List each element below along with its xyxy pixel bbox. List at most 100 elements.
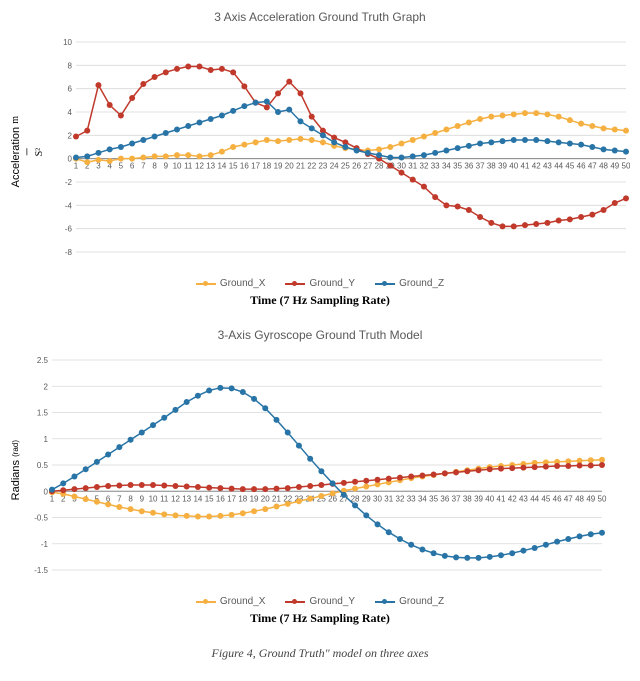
legend2-label-y: Ground_Y xyxy=(309,596,355,607)
svg-text:2.5: 2.5 xyxy=(37,356,49,365)
svg-text:-6: -6 xyxy=(65,225,73,234)
svg-text:17: 17 xyxy=(251,162,260,171)
svg-text:0.5: 0.5 xyxy=(37,461,49,470)
svg-text:45: 45 xyxy=(541,494,550,503)
svg-text:21: 21 xyxy=(296,162,305,171)
svg-text:20: 20 xyxy=(285,162,294,171)
svg-text:1: 1 xyxy=(44,435,49,444)
svg-text:34: 34 xyxy=(418,494,427,503)
svg-text:30: 30 xyxy=(373,494,382,503)
svg-text:49: 49 xyxy=(610,162,619,171)
legend-item-ground-y: Ground_Y xyxy=(285,278,355,289)
chart2-ylabel: Radians (rad) xyxy=(10,440,22,500)
chart1-title: 3 Axis Acceleration Ground Truth Graph xyxy=(10,10,630,24)
svg-text:46: 46 xyxy=(577,162,586,171)
svg-text:14: 14 xyxy=(193,494,202,503)
svg-text:29: 29 xyxy=(362,494,371,503)
svg-text:49: 49 xyxy=(586,494,595,503)
svg-text:-1: -1 xyxy=(41,540,49,549)
chart1-wrapper: Acceleration m─S² -8-6-4-202468101234567… xyxy=(10,32,630,272)
chart1-legend: Ground_X Ground_Y Ground_Z xyxy=(10,278,630,289)
svg-text:41: 41 xyxy=(497,494,506,503)
legend-label-x: Ground_X xyxy=(220,278,266,289)
svg-text:7: 7 xyxy=(141,162,146,171)
svg-text:39: 39 xyxy=(474,494,483,503)
svg-text:10: 10 xyxy=(173,162,182,171)
svg-text:9: 9 xyxy=(164,162,169,171)
svg-text:39: 39 xyxy=(498,162,507,171)
svg-text:50: 50 xyxy=(622,162,630,171)
svg-text:45: 45 xyxy=(565,162,574,171)
svg-text:19: 19 xyxy=(274,162,283,171)
svg-text:42: 42 xyxy=(532,162,541,171)
svg-text:48: 48 xyxy=(575,494,584,503)
svg-text:0: 0 xyxy=(68,155,73,164)
svg-text:6: 6 xyxy=(68,85,73,94)
svg-text:-1.5: -1.5 xyxy=(34,566,48,575)
svg-text:-2: -2 xyxy=(65,178,73,187)
svg-text:18: 18 xyxy=(262,162,271,171)
svg-text:12: 12 xyxy=(195,162,204,171)
svg-text:34: 34 xyxy=(442,162,451,171)
svg-text:19: 19 xyxy=(250,494,259,503)
svg-text:36: 36 xyxy=(440,494,449,503)
svg-text:17: 17 xyxy=(227,494,236,503)
svg-text:23: 23 xyxy=(318,162,327,171)
svg-text:11: 11 xyxy=(160,494,169,503)
svg-text:21: 21 xyxy=(272,494,281,503)
svg-text:40: 40 xyxy=(485,494,494,503)
legend2-item-ground-y: Ground_Y xyxy=(285,596,355,607)
svg-text:-8: -8 xyxy=(65,248,73,257)
svg-text:43: 43 xyxy=(519,494,528,503)
svg-text:32: 32 xyxy=(396,494,405,503)
svg-text:18: 18 xyxy=(238,494,247,503)
svg-text:2: 2 xyxy=(68,131,73,140)
svg-text:15: 15 xyxy=(229,162,238,171)
svg-text:27: 27 xyxy=(363,162,372,171)
svg-text:24: 24 xyxy=(330,162,339,171)
chart1-svg: -8-6-4-202468101234567891011121314151617… xyxy=(46,32,630,272)
svg-text:42: 42 xyxy=(508,494,517,503)
svg-text:15: 15 xyxy=(205,494,214,503)
svg-text:44: 44 xyxy=(554,162,563,171)
svg-text:25: 25 xyxy=(341,162,350,171)
svg-text:5: 5 xyxy=(119,162,124,171)
legend2-label-z: Ground_Z xyxy=(399,596,444,607)
svg-text:16: 16 xyxy=(240,162,249,171)
legend-item-ground-x: Ground_X xyxy=(196,278,266,289)
svg-text:-0.5: -0.5 xyxy=(34,514,48,523)
legend2-item-ground-x: Ground_X xyxy=(196,596,266,607)
chart2-xlabel: Time (7 Hz Sampling Rate) xyxy=(10,611,630,626)
svg-text:16: 16 xyxy=(216,494,225,503)
svg-text:20: 20 xyxy=(261,494,270,503)
chart1-xlabel: Time (7 Hz Sampling Rate) xyxy=(10,293,630,308)
svg-text:37: 37 xyxy=(452,494,461,503)
svg-text:7: 7 xyxy=(117,494,122,503)
svg-text:48: 48 xyxy=(599,162,608,171)
svg-text:22: 22 xyxy=(307,162,316,171)
svg-text:44: 44 xyxy=(530,494,539,503)
svg-text:35: 35 xyxy=(429,494,438,503)
svg-text:33: 33 xyxy=(431,162,440,171)
svg-text:8: 8 xyxy=(68,61,73,70)
svg-text:10: 10 xyxy=(149,494,158,503)
svg-text:8: 8 xyxy=(152,162,157,171)
legend2-item-ground-z: Ground_Z xyxy=(375,596,444,607)
svg-text:1: 1 xyxy=(50,494,55,503)
svg-text:1: 1 xyxy=(74,162,79,171)
svg-text:8: 8 xyxy=(128,494,133,503)
svg-text:47: 47 xyxy=(564,494,573,503)
svg-text:12: 12 xyxy=(171,494,180,503)
svg-text:31: 31 xyxy=(408,162,417,171)
svg-text:31: 31 xyxy=(384,494,393,503)
svg-text:28: 28 xyxy=(375,162,384,171)
svg-text:11: 11 xyxy=(184,162,193,171)
svg-text:6: 6 xyxy=(130,162,135,171)
svg-text:32: 32 xyxy=(420,162,429,171)
svg-text:33: 33 xyxy=(407,494,416,503)
svg-text:14: 14 xyxy=(217,162,226,171)
svg-text:4: 4 xyxy=(68,108,73,117)
svg-text:36: 36 xyxy=(464,162,473,171)
svg-text:13: 13 xyxy=(206,162,215,171)
figure-caption: Figure 4, Ground Truth" model on three a… xyxy=(10,646,630,661)
